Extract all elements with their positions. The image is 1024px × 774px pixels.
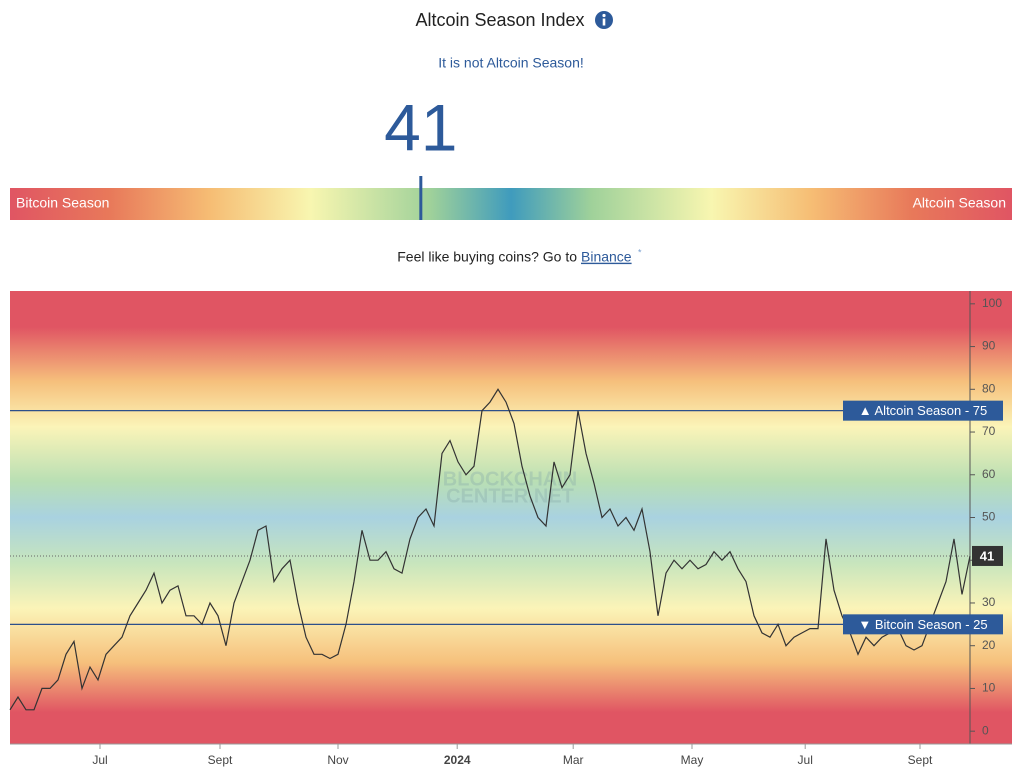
y-tick-label: 90 [982, 339, 996, 353]
x-tick-label: Mar [563, 753, 584, 767]
y-tick-label: 10 [982, 681, 996, 695]
y-tick-label: 80 [982, 381, 996, 395]
current-tag [972, 545, 1003, 566]
gauge-bar [10, 188, 1012, 220]
x-tick-label: Nov [327, 753, 348, 767]
y-tick-label: 20 [982, 638, 996, 652]
watermark: CENTER.NET [446, 485, 574, 507]
y-tick-label: 30 [982, 595, 996, 609]
title: Altcoin Season Index [415, 10, 584, 30]
y-tick-label: 50 [982, 510, 996, 524]
index-value: 41 [384, 90, 457, 164]
binance-link[interactable]: Binance [581, 249, 632, 265]
x-tick-label: May [681, 753, 704, 767]
y-tick-label: 100 [982, 296, 1002, 310]
index-line [9, 388, 971, 711]
x-tick-label: Sept [908, 753, 933, 767]
y-tick-label: 0 [982, 723, 989, 737]
gauge-max-label: Altcoin Season [913, 195, 1006, 211]
status: It is not Altcoin Season! [438, 55, 584, 71]
watermark: BLOCKCHAIN [443, 468, 577, 490]
current-label: 41 [980, 548, 994, 563]
threshold-label: ▲ Altcoin Season - 75 [859, 403, 988, 418]
promo-text: Feel like buying coins? Go to [397, 249, 577, 265]
chart-background [10, 291, 1012, 744]
y-tick-label: 70 [982, 424, 996, 438]
threshold-tag [843, 400, 1003, 421]
x-tick-label: Sept [208, 753, 233, 767]
info-icon[interactable] [595, 11, 613, 29]
x-tick-label: Jul [798, 753, 813, 767]
gauge-min-label: Bitcoin Season [16, 195, 109, 211]
y-tick-label: 60 [982, 467, 996, 481]
link-mark: * [638, 247, 642, 257]
threshold-label: ▼ Bitcoin Season - 25 [858, 617, 987, 632]
threshold-tag [843, 614, 1003, 635]
x-tick-label: Jul [92, 753, 107, 767]
x-tick-label: 2024 [444, 753, 471, 767]
